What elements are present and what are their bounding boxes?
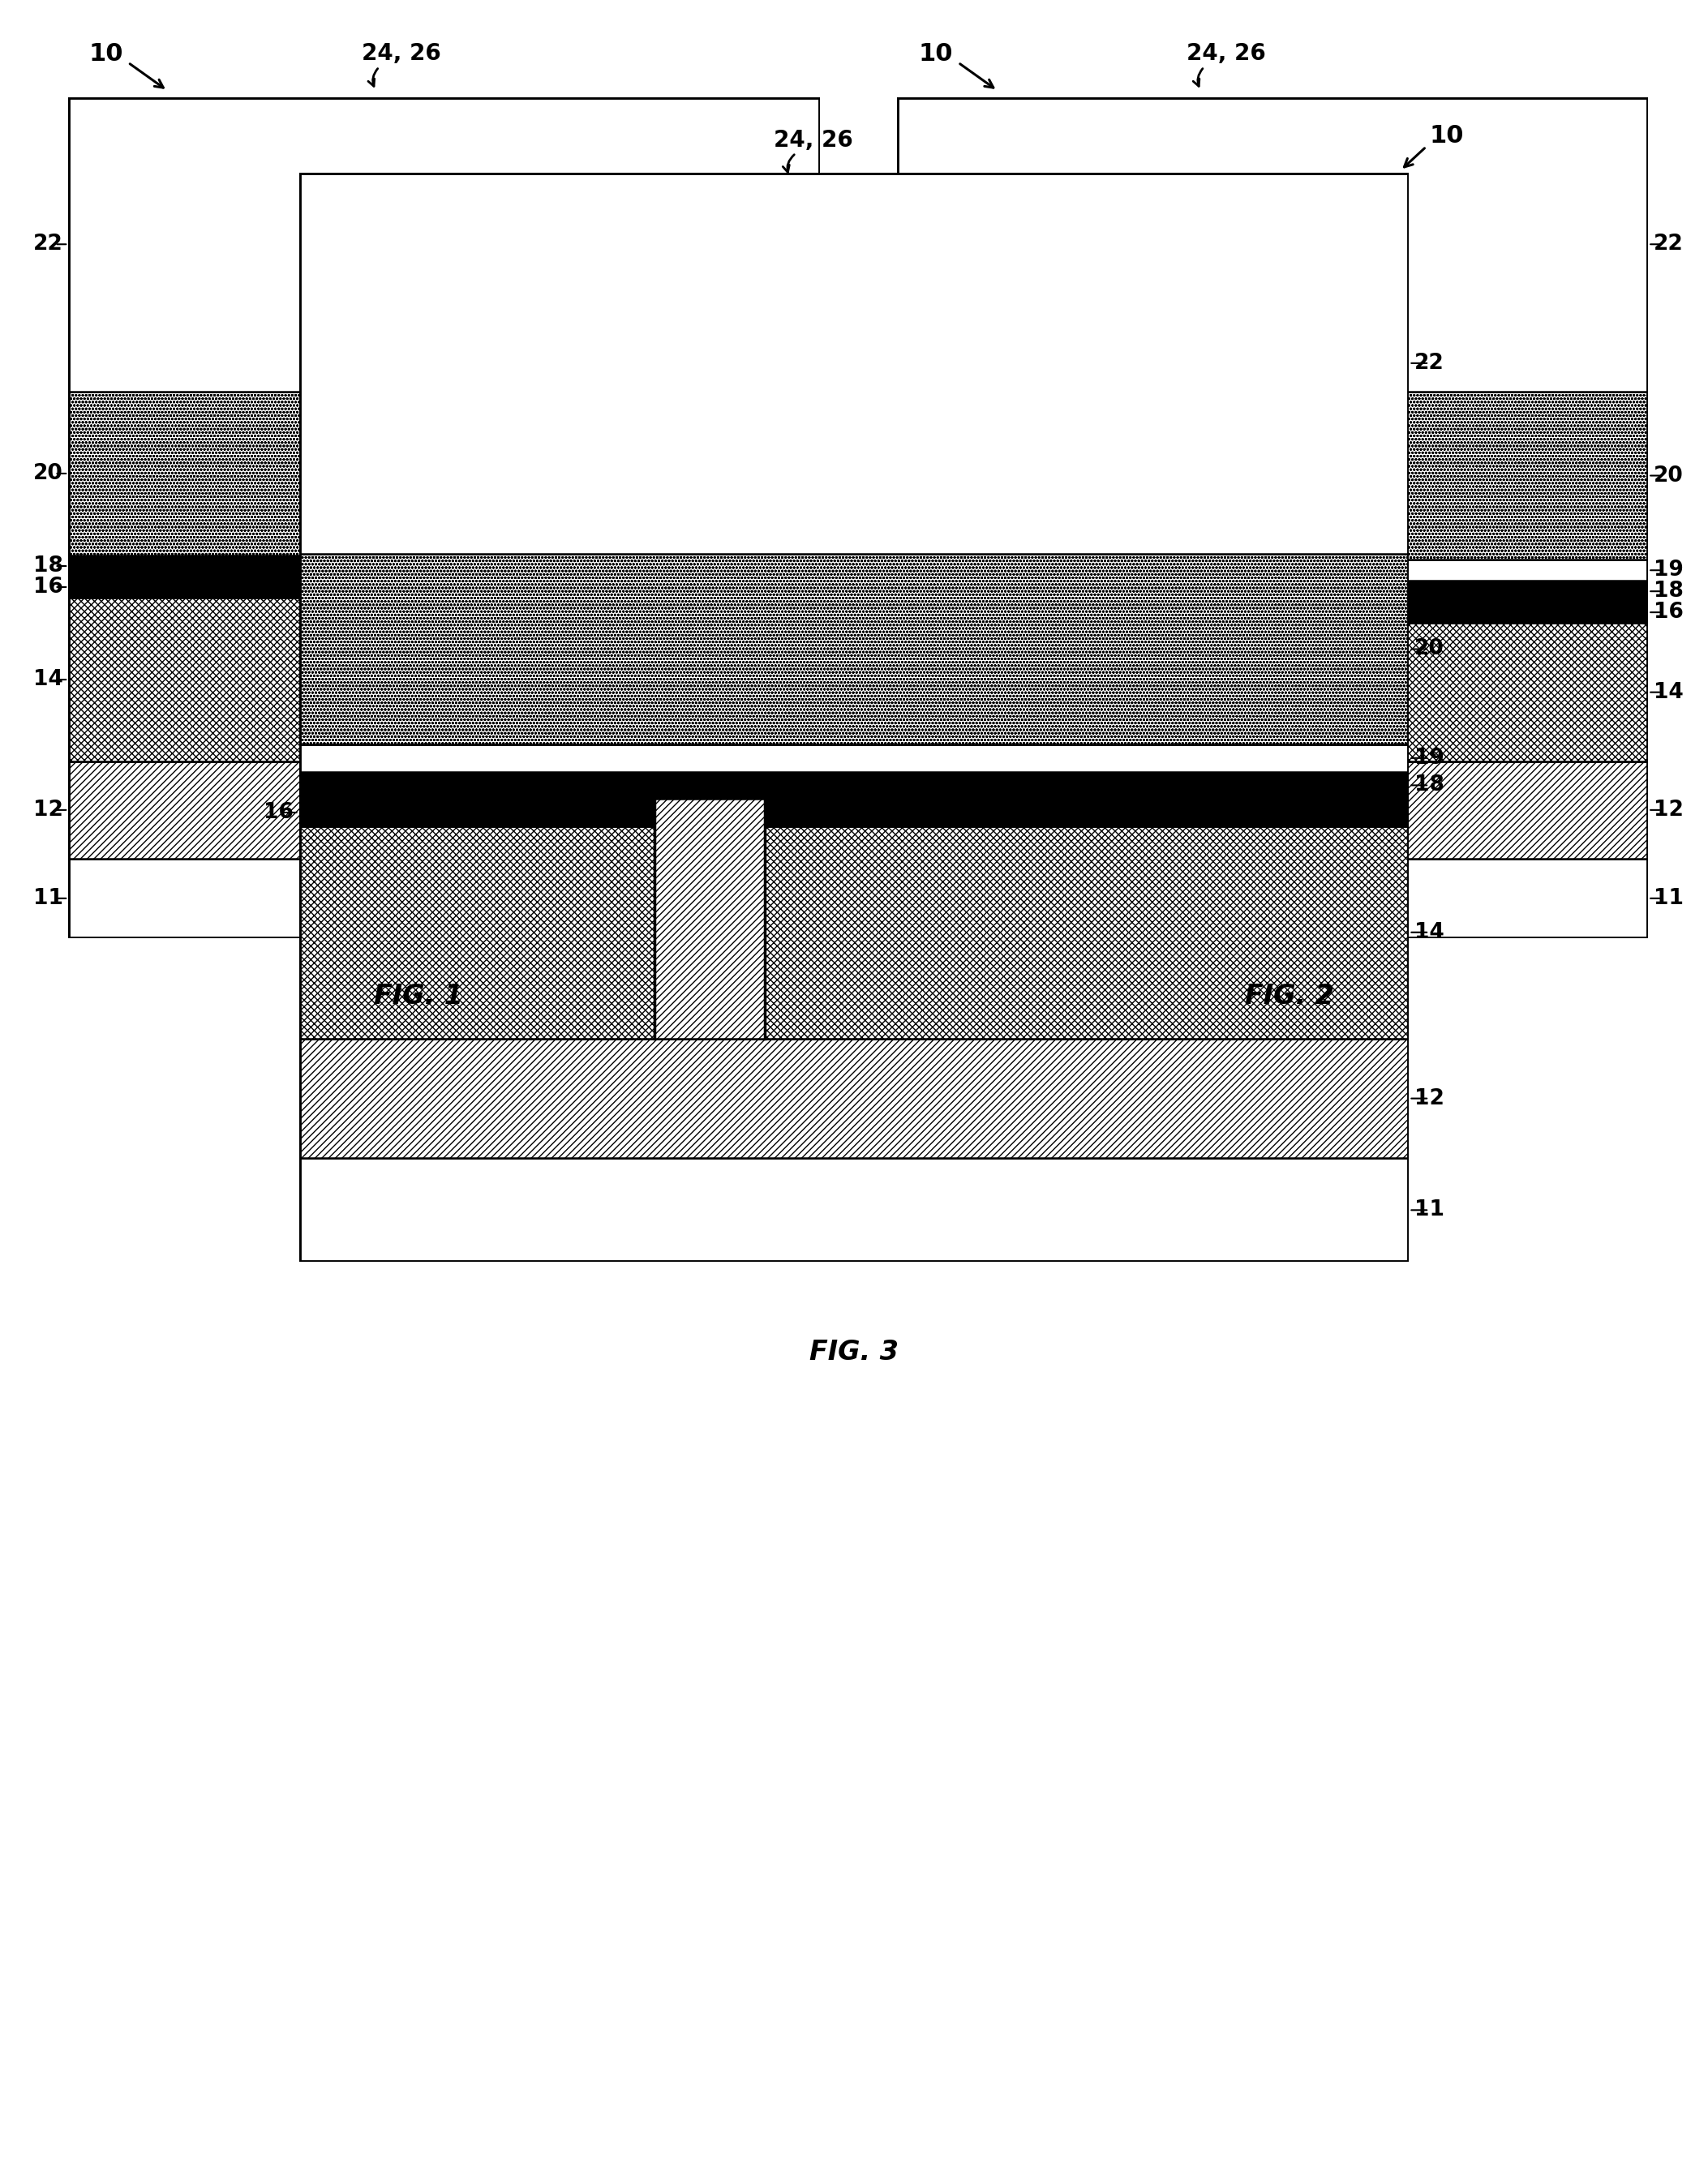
Bar (68, 557, 820, 576)
Text: 22: 22 (1414, 352, 1443, 373)
Bar (897, 858, 1648, 938)
Text: 10: 10 (919, 43, 953, 65)
Bar (897, 761, 1648, 858)
Text: FIG. 3: FIG. 3 (810, 1339, 898, 1365)
Text: 14: 14 (1653, 682, 1682, 703)
Bar (897, 561, 1648, 580)
Bar (68, 390, 820, 557)
Text: 20: 20 (1414, 638, 1443, 660)
Bar (309, 576, 384, 761)
Text: 14: 14 (1414, 921, 1443, 943)
Bar (68, 858, 820, 938)
Text: 12: 12 (1653, 800, 1684, 820)
Bar (897, 97, 1648, 390)
Bar (897, 580, 1648, 602)
Bar (299, 173, 1409, 554)
Bar (654, 798, 765, 1038)
Bar (299, 1158, 1409, 1262)
Bar (1138, 602, 1213, 761)
Text: 18: 18 (1653, 580, 1684, 602)
Bar (68, 597, 820, 761)
Text: FIG. 2: FIG. 2 (1245, 984, 1334, 1009)
Text: 18: 18 (1414, 774, 1445, 796)
Text: 16: 16 (263, 802, 294, 824)
Text: 12: 12 (1414, 1087, 1445, 1109)
Text: 14: 14 (34, 669, 63, 690)
Text: 24, 26: 24, 26 (362, 43, 441, 65)
Bar (897, 623, 1648, 761)
Text: 10: 10 (89, 43, 123, 65)
Bar (299, 772, 1409, 798)
Bar (299, 1038, 1409, 1158)
Text: 12: 12 (32, 800, 63, 820)
Text: FIG. 1: FIG. 1 (374, 984, 463, 1009)
Bar (299, 798, 1409, 826)
Text: 11: 11 (1653, 889, 1684, 908)
Text: 24, 26: 24, 26 (1187, 43, 1266, 65)
Text: 22: 22 (34, 233, 63, 255)
Text: 24, 26: 24, 26 (774, 129, 852, 151)
Bar (68, 761, 820, 858)
Text: 11: 11 (32, 889, 63, 908)
Text: 10: 10 (1430, 125, 1464, 147)
Text: 22: 22 (1653, 233, 1682, 255)
Bar (68, 576, 820, 597)
Bar (897, 393, 1648, 561)
Text: 11: 11 (1414, 1199, 1445, 1221)
Bar (299, 744, 1409, 772)
Text: 16: 16 (1653, 602, 1684, 623)
Text: 20: 20 (34, 464, 63, 483)
Text: 19: 19 (1414, 748, 1445, 768)
Text: 19: 19 (1653, 559, 1684, 580)
Text: 20: 20 (1653, 466, 1682, 485)
Bar (897, 602, 1648, 623)
Text: 18: 18 (32, 557, 63, 576)
Bar (68, 97, 820, 390)
Bar (299, 554, 1409, 744)
Bar (299, 826, 1409, 1038)
Text: 16: 16 (32, 576, 63, 597)
